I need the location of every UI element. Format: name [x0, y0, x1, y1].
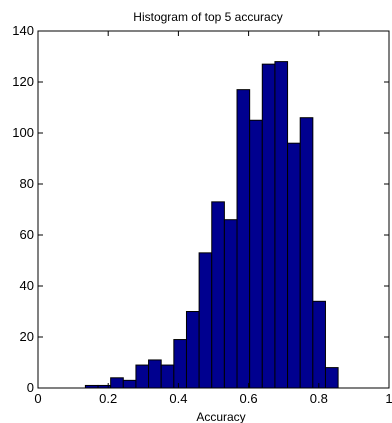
histogram-bar — [223, 219, 238, 389]
y-tick-label: 40 — [20, 278, 34, 293]
histogram-bar — [261, 63, 276, 389]
x-tick-label: 0.8 — [310, 391, 328, 406]
y-tick-label: 120 — [12, 74, 34, 89]
bars-layer — [84, 61, 339, 389]
plot-frame — [37, 30, 390, 389]
y-tick-label: 60 — [20, 227, 34, 242]
histogram-bar — [312, 300, 326, 389]
chart-title: Histogram of top 5 accuracy — [133, 10, 282, 24]
x-axis-label: Accuracy — [196, 410, 245, 423]
histogram-bar — [249, 119, 263, 389]
y-tick-label: 20 — [20, 329, 34, 344]
y-tick-label: 140 — [12, 23, 34, 38]
histogram-bar — [299, 117, 314, 389]
x-tick-label: 1 — [385, 391, 392, 406]
histogram-bar — [324, 367, 339, 389]
histogram-bar — [198, 252, 213, 389]
histogram-bar — [287, 142, 301, 389]
x-tick-label: 0.2 — [99, 391, 117, 406]
histogram-bar — [236, 89, 251, 389]
histogram-bar — [173, 339, 187, 389]
y-tick-label: 0 — [27, 380, 34, 395]
x-tick-label: 0.4 — [169, 391, 187, 406]
y-tick-label: 100 — [12, 125, 34, 140]
x-tick-label: 0.6 — [240, 391, 258, 406]
x-axis: 0 0.2 0.4 0.6 0.8 1 — [34, 31, 392, 406]
histogram-bar — [185, 311, 200, 389]
histogram-bar — [110, 377, 124, 389]
histogram-bar — [135, 364, 150, 389]
y-tick-label: 80 — [20, 176, 34, 191]
histogram-bar — [211, 201, 225, 389]
histogram-bar — [160, 364, 175, 389]
histogram-bar — [274, 61, 289, 389]
histogram-bar — [122, 379, 137, 389]
x-tick-label: 0 — [34, 391, 41, 406]
histogram-bar — [148, 359, 162, 389]
y-axis: 0 20 40 60 80 100 120 140 — [12, 23, 389, 395]
